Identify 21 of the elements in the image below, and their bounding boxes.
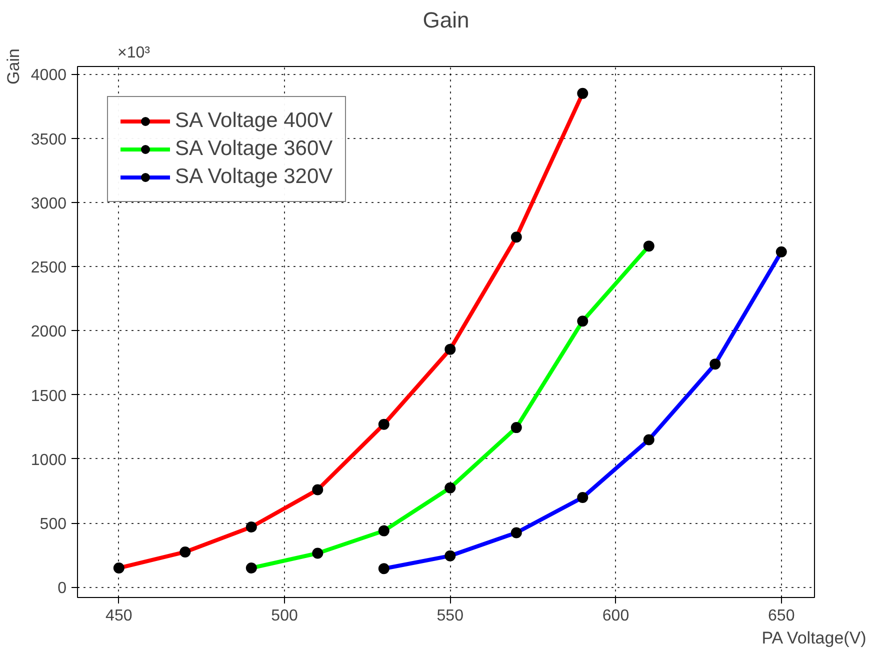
- text: ×10³: [118, 44, 151, 62]
- y-tick-label: 3000: [30, 195, 67, 212]
- y-tick-label: 0: [58, 580, 67, 598]
- chart-title: Gain: [422, 8, 470, 32]
- legend-label: SA Voltage 360V: [175, 137, 333, 161]
- y-tick-label: 500: [40, 516, 67, 534]
- y-tick-label: 2500: [30, 260, 67, 277]
- legend-label: SA Voltage 320V: [175, 165, 333, 189]
- x-tick-label: 650: [768, 608, 795, 624]
- x-axis-title: PA Voltage(V): [762, 628, 866, 648]
- x-tick-label: 450: [106, 608, 132, 624]
- y-tick-label: 1000: [30, 452, 67, 469]
- x-tick-label: 500: [271, 608, 298, 624]
- y-tick-label: 3500: [30, 131, 67, 148]
- x-tick-label: 550: [436, 608, 464, 624]
- x-tick-label: 600: [602, 608, 630, 624]
- y-tick-label: 1500: [30, 388, 67, 405]
- y-axis-title: Gain: [4, 48, 23, 84]
- legend-label: SA Voltage 400V: [175, 109, 333, 133]
- y-tick-label: 2000: [30, 324, 67, 341]
- y-tick-label: 4000: [30, 67, 67, 84]
